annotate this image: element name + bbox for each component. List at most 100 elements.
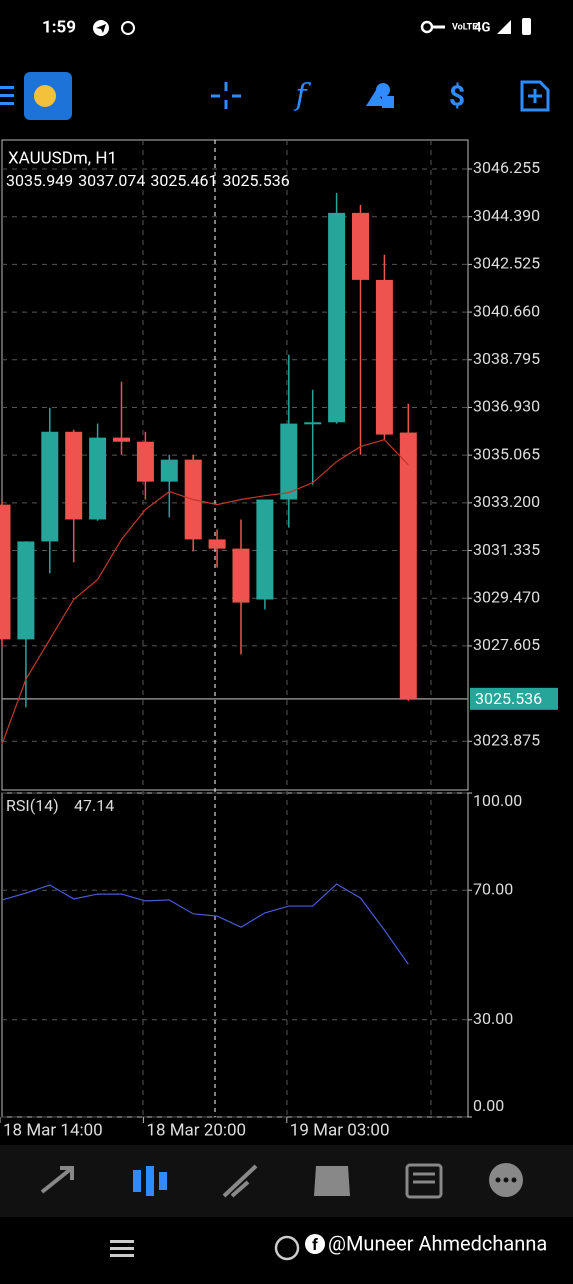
icon-shape — [159, 1172, 167, 1190]
y-tick-label: 3036.930 — [473, 397, 540, 416]
ohlc-value: 3035.949 — [6, 171, 73, 190]
icon-stroke — [40, 1166, 74, 1194]
x-tick-label: 19 Mar 03:00 — [290, 1120, 390, 1140]
candle-body — [328, 212, 346, 423]
icon-shape — [382, 96, 394, 108]
system-home[interactable] — [274, 1235, 300, 1261]
line-series — [1, 439, 409, 745]
candle-body — [89, 437, 107, 520]
icon-shape — [133, 1170, 141, 1192]
settings-icon — [121, 21, 135, 35]
status-time: 1:59 — [42, 17, 76, 37]
bottom-nav — [0, 1145, 573, 1217]
candle-body — [256, 499, 274, 600]
candle-body — [0, 504, 11, 640]
icon-bar — [110, 1254, 134, 1257]
y-tick-label: 3027.605 — [473, 635, 540, 654]
last-price-badge — [470, 687, 558, 710]
price-panel-frame — [1, 139, 469, 791]
candle-body — [232, 548, 250, 603]
candle-body — [136, 441, 154, 482]
symbol-title: XAUUSDm, H1 — [8, 148, 117, 168]
candle-body — [352, 212, 369, 280]
menu-bar — [0, 102, 14, 105]
nav-trade[interactable] — [222, 1164, 258, 1198]
icon-dot — [495, 1177, 501, 1183]
candle-body — [17, 541, 35, 640]
marks: 18 Mar 14:00 18 Mar 20:00 19 Mar 03:00 3025… — [0, 192, 558, 1140]
icon-dot — [503, 1177, 509, 1183]
battery-icon — [522, 18, 531, 35]
menu-bar — [0, 94, 14, 97]
y-tick-label: 3042.525 — [473, 254, 540, 273]
ohlc-value: 3025.536 — [223, 171, 290, 190]
icon-dot — [511, 1177, 517, 1183]
objects-button[interactable] — [366, 83, 394, 108]
candle-body — [375, 279, 393, 435]
icon-shape — [376, 83, 390, 97]
y-tick-label: 100.00 — [473, 791, 522, 810]
icon-stroke — [405, 1163, 443, 1199]
y-tick-label: 3035.065 — [473, 444, 540, 463]
x-tick-label: 18 Mar 20:00 — [146, 1120, 246, 1140]
candle-body — [280, 423, 298, 500]
last-price-label: 3025.536 — [475, 689, 542, 708]
nav-news[interactable] — [405, 1163, 443, 1199]
y-tick-label: 3044.390 — [473, 206, 540, 225]
candle-body — [113, 437, 130, 442]
y-tick-label: 3040.660 — [473, 301, 540, 320]
watermark: @Muneer Ahmedchanna — [328, 1231, 547, 1255]
rsi-value: 47.14 — [74, 796, 114, 815]
app-logo-mark — [34, 85, 56, 107]
icon-bar — [110, 1247, 134, 1250]
icon-stroke — [520, 80, 550, 112]
y-tick-label: 3038.795 — [473, 349, 540, 368]
y-tick-label: 70.00 — [473, 879, 513, 898]
nav-history[interactable] — [314, 1166, 350, 1196]
rsi-title: RSI(14) — [6, 796, 59, 815]
icon-stroke — [222, 1164, 258, 1198]
facebook-glyph: f — [312, 1235, 318, 1254]
nav-chat[interactable] — [489, 1163, 523, 1197]
y-tick-label: 3029.470 — [473, 587, 540, 606]
ohlc-value: 3025.461 — [150, 171, 217, 190]
y-tick-label: 3046.255 — [473, 158, 540, 177]
icon-shape — [146, 1166, 154, 1196]
candle-body — [41, 431, 59, 542]
nav-chart[interactable] — [133, 1166, 167, 1196]
ohlc-value: 3037.074 — [78, 171, 145, 190]
x-tick-label: 18 Mar 14:00 — [3, 1120, 103, 1140]
candle-body — [304, 422, 322, 425]
y-tick-label: 3031.335 — [473, 540, 540, 559]
y-tick-label: 3023.875 — [473, 731, 540, 750]
facebook-icon — [305, 1234, 325, 1254]
menu-bar — [0, 86, 14, 89]
candle-body — [65, 431, 83, 520]
y-tick-label: 3033.200 — [473, 492, 540, 511]
candle-body — [160, 459, 178, 482]
candle-body — [399, 432, 417, 699]
ohlc-info: 3035.949 3037.074 3025.461 3025.536 — [6, 171, 290, 190]
menu-button[interactable] — [0, 86, 14, 105]
line-series — [1, 883, 409, 965]
new-order-button[interactable] — [520, 80, 550, 112]
vertical-grid — [142, 140, 432, 1117]
network-type: 4G — [474, 20, 490, 35]
icon-shape — [314, 1166, 350, 1196]
signal-icon — [497, 20, 511, 34]
status-icons: VoLTE 4G — [420, 18, 531, 35]
system-recents[interactable] — [110, 1240, 134, 1257]
key-icon — [431, 25, 445, 29]
grid: 3046.255 3044.390 3042.525 3040.660 3038.795… — [2, 158, 540, 1118]
crosshair-button[interactable] — [211, 82, 241, 109]
trade-button[interactable]: $ — [449, 79, 465, 112]
nav-quotes[interactable] — [40, 1166, 74, 1194]
volte-icon: VoLTE — [452, 22, 477, 32]
y-tick-label: 30.00 — [473, 1009, 513, 1028]
y-tick-label: 0.00 — [473, 1096, 504, 1115]
icon-bar — [110, 1240, 134, 1243]
candle-body — [208, 539, 226, 549]
telegram-glyph — [96, 24, 106, 33]
icon-shape — [366, 90, 386, 106]
